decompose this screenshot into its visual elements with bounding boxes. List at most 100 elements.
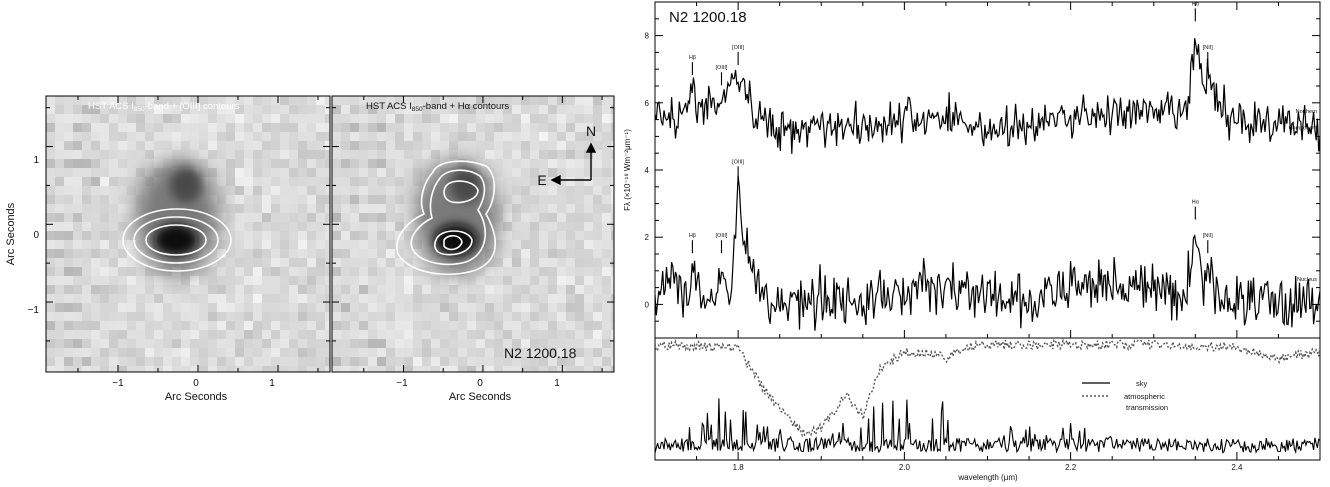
image-pixel xyxy=(404,168,413,177)
image-pixel xyxy=(109,339,118,348)
spectrum-x-tick-label: 2.2 xyxy=(1065,463,1077,472)
image-pixel xyxy=(485,168,494,177)
image-pixel xyxy=(332,357,341,366)
image-pixel xyxy=(404,303,413,312)
image-pixel xyxy=(404,249,413,258)
image-pixel xyxy=(316,105,325,114)
image-pixel xyxy=(350,150,359,159)
image-pixel xyxy=(118,222,127,231)
image-pixel xyxy=(316,366,325,372)
compass xyxy=(550,142,597,186)
image-pixel xyxy=(332,267,341,276)
image-pixel xyxy=(199,159,208,168)
emission-line-label: [NII] xyxy=(1203,233,1214,239)
image-pixel xyxy=(386,150,395,159)
image-pixel xyxy=(163,132,172,141)
image-pixel xyxy=(566,267,575,276)
image-pixel xyxy=(226,294,235,303)
image-pixel xyxy=(172,303,181,312)
image-pixel xyxy=(530,357,539,366)
image-pixel xyxy=(55,267,64,276)
image-pixel xyxy=(530,366,539,372)
image-pixel xyxy=(404,159,413,168)
image-pixel xyxy=(521,195,530,204)
image-pixel xyxy=(127,303,136,312)
image-pixel xyxy=(217,231,226,240)
image-pixel xyxy=(64,366,73,372)
image-pixel xyxy=(602,177,611,186)
image-pixel xyxy=(55,294,64,303)
image-pixel xyxy=(485,339,494,348)
image-pixel xyxy=(64,186,73,195)
image-pixel xyxy=(127,159,136,168)
image-pixel xyxy=(584,294,593,303)
image-pixel xyxy=(226,366,235,372)
image-pixel xyxy=(244,231,253,240)
image-pixel xyxy=(208,366,217,372)
image-pixel xyxy=(503,186,512,195)
image-pixel xyxy=(154,312,163,321)
image-pixel xyxy=(226,249,235,258)
image-pixel xyxy=(548,132,557,141)
image-pixel xyxy=(181,123,190,132)
image-pixel xyxy=(503,249,512,258)
image-pixel xyxy=(422,141,431,150)
image-pixel xyxy=(271,312,280,321)
image-pixel xyxy=(100,312,109,321)
image-pixel xyxy=(404,240,413,249)
image-pixel xyxy=(539,204,548,213)
image-pixel xyxy=(163,330,172,339)
image-pixel xyxy=(298,195,307,204)
image-pixel xyxy=(163,339,172,348)
image-pixel xyxy=(82,267,91,276)
image-pixel xyxy=(503,105,512,114)
image-pixel xyxy=(386,141,395,150)
image-pixel xyxy=(512,276,521,285)
image-pixel xyxy=(298,141,307,150)
image-pixel xyxy=(118,186,127,195)
image-pixel xyxy=(503,150,512,159)
image-pixel xyxy=(307,249,316,258)
image-pixel xyxy=(575,240,584,249)
image-pixel xyxy=(557,159,566,168)
image-pixel xyxy=(350,177,359,186)
image-pixel xyxy=(530,159,539,168)
image-pixel xyxy=(548,105,557,114)
image-pixel xyxy=(548,150,557,159)
image-pixel xyxy=(422,294,431,303)
image-pixel xyxy=(172,114,181,123)
image-pixel xyxy=(199,168,208,177)
image-pixel xyxy=(395,366,404,372)
image-pixel xyxy=(262,231,271,240)
image-pixel xyxy=(530,105,539,114)
image-pixel xyxy=(386,348,395,357)
image-pixel xyxy=(395,105,404,114)
image-pixel xyxy=(584,141,593,150)
image-pixel xyxy=(46,285,55,294)
image-pixel xyxy=(244,249,253,258)
image-pixel xyxy=(100,348,109,357)
image-pixel xyxy=(602,285,611,294)
image-pixel xyxy=(226,267,235,276)
image-pixel xyxy=(332,204,341,213)
image-pixel xyxy=(422,150,431,159)
image-pixel xyxy=(494,294,503,303)
image-pixel xyxy=(593,276,602,285)
image-pixel xyxy=(325,294,330,303)
image-pixel xyxy=(494,285,503,294)
image-pixel xyxy=(512,285,521,294)
image-pixel xyxy=(503,267,512,276)
image-pixel xyxy=(611,222,614,231)
image-pixel xyxy=(341,105,350,114)
image-pixel xyxy=(325,276,330,285)
image-pixel xyxy=(566,321,575,330)
legend-label: atmospheric xyxy=(1124,392,1165,401)
image-pixel xyxy=(316,357,325,366)
image-pixel xyxy=(602,312,611,321)
image-pixel xyxy=(154,267,163,276)
image-pixel xyxy=(503,132,512,141)
image-pixel xyxy=(485,159,494,168)
image-pixel xyxy=(253,96,262,105)
image-pixel xyxy=(341,312,350,321)
image-pixel xyxy=(235,258,244,267)
